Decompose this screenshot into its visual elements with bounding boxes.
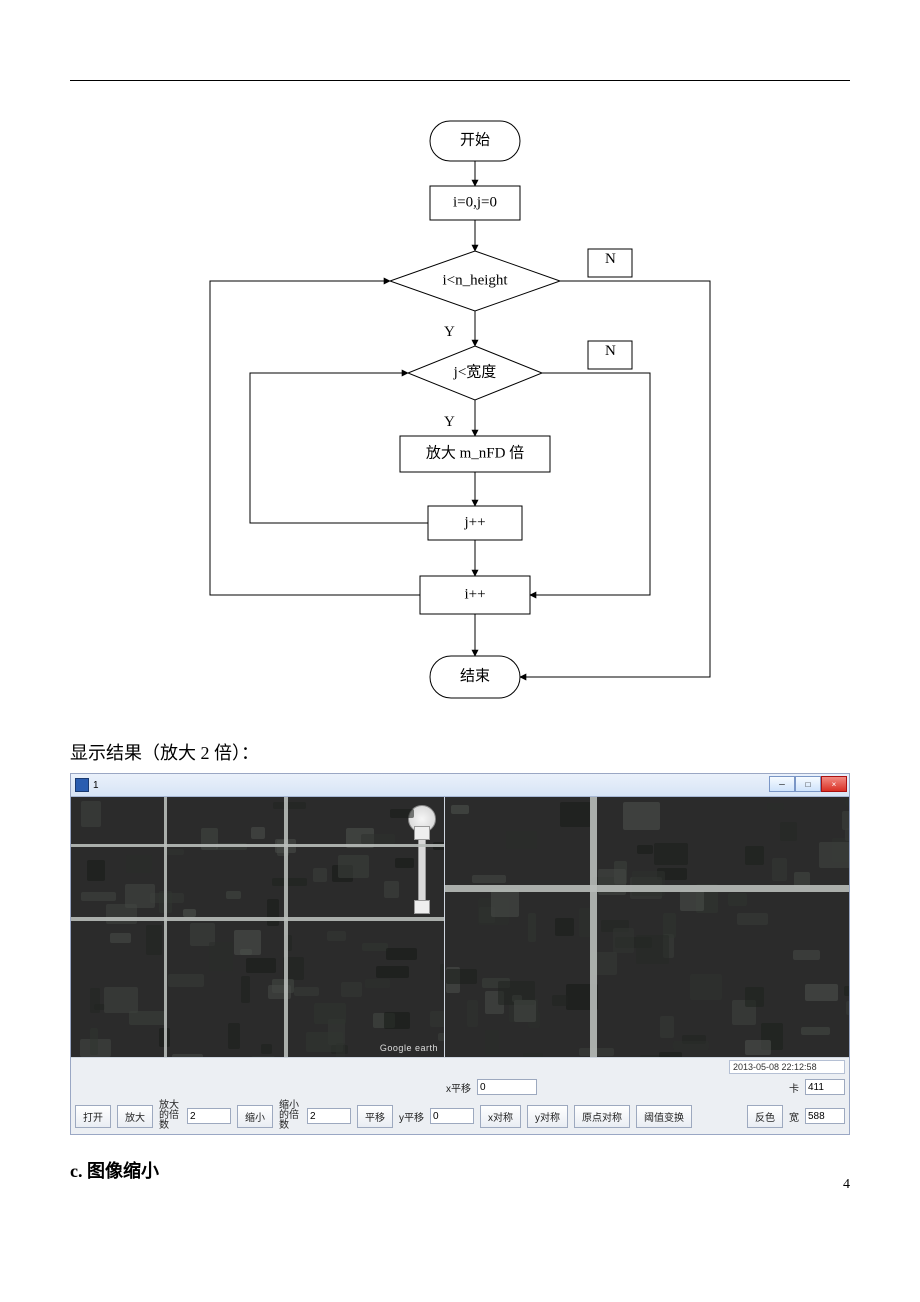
controls-lower: 打开 放大 放大的倍数 缩小 缩小的倍数 平移 y平移 x对称 y对称 原点对称…	[71, 1098, 849, 1134]
xsym-button[interactable]: x对称	[480, 1105, 521, 1128]
xshift-input[interactable]	[477, 1079, 537, 1095]
zoom-slider[interactable]	[418, 839, 426, 901]
image-area: Google earth	[71, 797, 849, 1057]
yshift-label: y平移	[399, 1109, 424, 1124]
k-label: 卡	[789, 1080, 799, 1095]
minimize-button[interactable]: ─	[769, 776, 795, 792]
svg-text:结束: 结束	[460, 667, 490, 684]
zoomout-factor-label: 缩小的倍数	[279, 1101, 301, 1131]
svg-text:j<宽度: j<宽度	[453, 363, 497, 380]
satellite-right	[445, 797, 849, 1057]
k-input[interactable]	[805, 1079, 845, 1095]
pan-button[interactable]: 平移	[357, 1105, 393, 1128]
status-strip: 2013-05-08 22:12:58	[71, 1057, 849, 1076]
xshift-label: x平移	[446, 1080, 471, 1095]
open-button[interactable]: 打开	[75, 1105, 111, 1128]
flowchart-svg: 开始 i=0,j=0 i<n_height j<宽度放大 m_nFD 倍 j++ i++ 结…	[150, 111, 770, 721]
svg-text:Y: Y	[444, 414, 455, 430]
svg-text:开始: 开始	[460, 131, 490, 148]
threshold-button[interactable]: 阈值变换	[636, 1105, 692, 1128]
satellite-left: Google earth	[71, 797, 444, 1057]
zoomin-factor-input[interactable]	[187, 1108, 231, 1124]
svg-text:Y: Y	[444, 324, 455, 340]
controls-upper: x平移 卡	[71, 1076, 849, 1098]
window-title: 1	[93, 780, 99, 791]
svg-text:j++: j++	[463, 514, 485, 530]
zoomin-factor-label: 放大的倍数	[159, 1101, 181, 1131]
left-pane: Google earth	[71, 797, 444, 1057]
right-pane	[444, 797, 849, 1057]
origsym-button[interactable]: 原点对称	[574, 1105, 630, 1128]
close-button[interactable]: ×	[821, 776, 847, 792]
page-number: 4	[843, 1177, 850, 1193]
svg-text:N: N	[605, 343, 616, 359]
zoomin-button[interactable]: 放大	[117, 1105, 153, 1128]
svg-text:N: N	[605, 251, 616, 267]
yshift-input[interactable]	[430, 1108, 474, 1124]
svg-text:i++: i++	[464, 586, 485, 602]
maximize-button[interactable]: □	[795, 776, 821, 792]
section-c-heading: c. 图像缩小	[70, 1157, 850, 1183]
flowchart: 开始 i=0,j=0 i<n_height j<宽度放大 m_nFD 倍 j++ i++ 结…	[70, 111, 850, 721]
top-rule	[70, 80, 850, 81]
width-label: 宽	[789, 1109, 799, 1124]
zoomout-factor-input[interactable]	[307, 1108, 351, 1124]
ysym-button[interactable]: y对称	[527, 1105, 568, 1128]
app-icon	[75, 778, 89, 792]
width-input[interactable]	[805, 1108, 845, 1124]
titlebar: 1 ─ □ ×	[71, 774, 849, 797]
svg-text:i<n_height: i<n_height	[442, 272, 508, 288]
watermark-label: Google earth	[380, 1043, 438, 1053]
status-time: 2013-05-08 22:12:58	[729, 1060, 845, 1074]
app-window: 1 ─ □ × Google earth 2013-05-08 22:12:58	[70, 773, 850, 1135]
svg-text:放大 m_nFD 倍: 放大 m_nFD 倍	[426, 444, 524, 461]
zoomout-button[interactable]: 缩小	[237, 1105, 273, 1128]
invert-button[interactable]: 反色	[747, 1105, 783, 1128]
svg-text:i=0,j=0: i=0,j=0	[453, 194, 497, 210]
result-caption: 显示结果（放大 2 倍）：	[70, 739, 850, 765]
